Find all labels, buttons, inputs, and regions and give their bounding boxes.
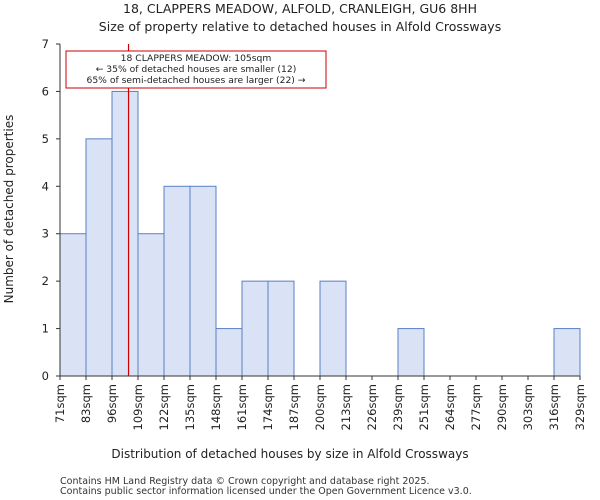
bar-109sqm (137, 233, 165, 377)
bar-122sqm (163, 185, 191, 377)
x-tick-label: 251sqm (417, 384, 431, 430)
bar-148sqm (215, 328, 243, 377)
x-tick-label: 316sqm (547, 384, 561, 430)
x-tick-label: 187sqm (287, 384, 301, 430)
annotation-larger: 65% of semi-detached houses are larger (… (86, 75, 305, 86)
bar-135sqm (189, 185, 217, 377)
x-tick-label: 213sqm (339, 384, 353, 430)
y-tick-label: 6 (42, 84, 49, 98)
x-tick-label: 290sqm (495, 384, 509, 430)
x-tick-label: 277sqm (469, 384, 483, 430)
x-axis-label: Distribution of detached houses by size … (111, 447, 468, 461)
x-tick-label: 303sqm (521, 384, 535, 430)
y-axis-label: Number of detached properties (2, 115, 16, 304)
footer-copyright: Contains HM Land Registry data © Crown c… (60, 476, 430, 487)
bar-83sqm (85, 138, 113, 377)
x-tick-label: 264sqm (443, 384, 457, 430)
x-ticks-group: 71sqm 83sqm 96sqm 109sqm 122sqm 135sqm 148sqm 1… (53, 376, 587, 430)
y-tick-label: 1 (42, 322, 49, 336)
bar-239sqm (397, 328, 425, 377)
x-tick-label: 109sqm (131, 384, 145, 430)
y-tick-label: 3 (42, 227, 49, 241)
x-tick-label: 71sqm (53, 384, 67, 423)
x-tick-label: 96sqm (105, 384, 119, 423)
bars-group (59, 90, 581, 377)
annotation-title: 18 CLAPPERS MEADOW: 105sqm (121, 53, 272, 64)
y-tick-label: 5 (42, 132, 49, 146)
x-tick-label: 83sqm (79, 384, 93, 423)
x-tick-label: 226sqm (365, 384, 379, 430)
y-tick-label: 4 (42, 179, 49, 193)
y-tick-label: 2 (42, 274, 49, 288)
footer-licence: Contains public sector information licen… (60, 486, 472, 497)
x-tick-label: 148sqm (209, 384, 223, 430)
y-tick-label: 7 (42, 37, 49, 51)
bar-71sqm (59, 233, 87, 377)
x-tick-label: 161sqm (235, 384, 249, 430)
bar-96sqm (111, 90, 139, 377)
chart-title: 18, CLAPPERS MEADOW, ALFOLD, CRANLEIGH, … (123, 1, 477, 16)
bar-161sqm (241, 280, 269, 377)
x-tick-label: 135sqm (183, 384, 197, 430)
bar-174sqm (267, 280, 295, 377)
annotation-border (65, 50, 327, 89)
bar-200sqm (319, 280, 347, 377)
x-tick-label: 122sqm (157, 384, 171, 430)
x-tick-label: 200sqm (313, 384, 327, 430)
x-tick-label: 239sqm (391, 384, 405, 430)
annotation-smaller: ← 35% of detached houses are smaller (12… (96, 64, 297, 75)
bar-316sqm (553, 328, 581, 377)
annotation-box: 18 CLAPPERS MEADOW: 105sqm ← 35% of deta… (65, 50, 327, 89)
x-tick-label: 174sqm (261, 384, 275, 430)
y-tick-label: 0 (42, 369, 49, 383)
chart-subtitle: Size of property relative to detached ho… (99, 19, 501, 34)
y-ticks-group: 0 1 2 3 4 5 6 7 (42, 37, 60, 383)
x-tick-label: 329sqm (573, 384, 587, 430)
